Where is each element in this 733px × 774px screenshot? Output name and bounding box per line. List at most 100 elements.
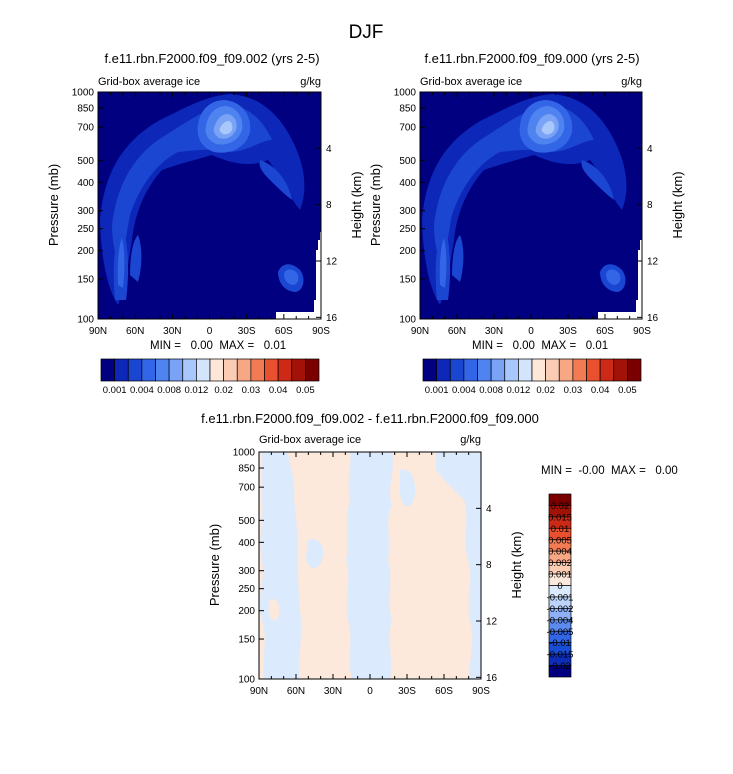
colorbar-swatch	[277, 358, 293, 382]
panel-1-y-right-tick-label: 16	[326, 313, 338, 324]
panel-3-negative-region-north	[260, 452, 302, 679]
colorbar-swatch	[586, 358, 601, 382]
panel-2-y-right-tick-label: 4	[647, 144, 653, 155]
panel-3-y-right-tick-label: 4	[486, 504, 492, 515]
colorbar-swatch	[558, 358, 574, 382]
colorbar-label: 0.05	[618, 385, 637, 396]
panel-1-y-tick-label: 300	[77, 206, 94, 217]
colorbar-swatch	[436, 358, 451, 382]
colorbar-label: 0.004	[130, 385, 154, 396]
panel-3-x-tick-label: 60N	[287, 686, 305, 697]
panel-1-polar-inner	[117, 238, 125, 288]
panel-1-core-4	[219, 121, 233, 135]
panel-3-ylabel-right: Height (km)	[509, 531, 524, 598]
panel-3-y-tick-label: 100	[238, 675, 255, 686]
panel-2-polar-inner	[439, 238, 447, 288]
panel-3-y-right-tick-label: 8	[486, 560, 492, 571]
panel-2-x-tick-label: 90S	[633, 326, 651, 337]
panel-3-y-tick-label: 200	[238, 606, 255, 617]
panel-1-left-label: Grid-box average ice	[98, 76, 200, 88]
panel-3: f.e11.rbn.F2000.f09_f09.002 - f.e11.rbn.…	[201, 411, 678, 697]
panel-3-y-tick-label: 300	[238, 566, 255, 577]
panel-3-x-tick-label: 30S	[398, 686, 416, 697]
panel-1-axes: 90N 60N 30N 0 30S 60S 90S 100 150 200 250 300 400 500…	[72, 88, 338, 338]
panel-2-y-right-tick-label: 16	[647, 313, 659, 324]
panel-3-axes: 90N 60N 30N 0 30S 60S 90S 100 150 200 250 300 400 500…	[233, 448, 498, 698]
panel-2-x-tick-label: 60S	[596, 326, 614, 337]
colorbar-swatch	[114, 358, 129, 382]
colorbar-swatch	[531, 358, 546, 382]
panel-3-y-tick-label: 400	[238, 538, 255, 549]
panel-3-y-tick-label: 850	[238, 464, 255, 475]
colorbar-label: 0.012	[506, 385, 530, 396]
panel-2-y-tick-label: 200	[399, 246, 416, 257]
colorbar-label: -0.002	[547, 604, 574, 615]
panel-1-unit-label: g/kg	[300, 76, 321, 88]
panel-1-y-tick-label: 850	[77, 104, 94, 115]
panel-1-y-right-tick-label: 8	[326, 200, 332, 211]
panel-3-title: f.e11.rbn.F2000.f09_f09.002 - f.e11.rbn.…	[201, 411, 539, 426]
colorbar-swatch	[504, 358, 519, 382]
colorbar-swatch	[613, 358, 628, 382]
colorbar-swatch	[449, 358, 465, 382]
panel-1-x-tick-label: 60N	[126, 326, 144, 337]
colorbar-label: 0.04	[591, 385, 610, 396]
colorbar-label: -0.02	[549, 661, 571, 672]
colorbar-label: 0.01	[551, 524, 570, 535]
panel-3-positive-patch-2	[446, 619, 460, 644]
panel-2-south-low-inner	[606, 269, 621, 285]
colorbar-swatch	[490, 358, 506, 382]
colorbar-label: 0.02	[551, 501, 570, 512]
panel-2-colorbar: 0.001 0.004 0.008 0.012 0.02 0.03 0.04 0.05	[422, 358, 642, 396]
colorbar-label: 0.004	[452, 385, 476, 396]
panel-2-core-4	[541, 121, 555, 135]
colorbar-swatch	[196, 358, 211, 382]
panel-2-ylabel: Pressure (mb)	[368, 164, 383, 246]
panel-2-y-tick-label: 400	[399, 178, 416, 189]
panel-1-minmax: MIN = 0.00 MAX = 0.01	[150, 340, 286, 352]
panel-2-x-tick-label: 90N	[411, 326, 429, 337]
colorbar-label: 0.004	[548, 547, 572, 558]
colorbar-label: 0.001	[548, 570, 572, 581]
panel-2-axes: 90N 60N 30N 0 30S 60S 90S 100 150 200 250 300 400 500…	[394, 88, 659, 338]
panel-3-x-tick-label: 90S	[472, 686, 490, 697]
panel-3-positive-patch-1	[268, 599, 280, 620]
panel-3-x-tick-label: 90N	[250, 686, 268, 697]
panel-1-y-tick-label: 200	[77, 246, 94, 257]
colorbar-label: 0.001	[103, 385, 127, 396]
panel-3-y-tick-label: 150	[238, 635, 255, 646]
panel-3-ylabel: Pressure (mb)	[207, 524, 222, 606]
panel-2-y-tick-label: 850	[399, 104, 416, 115]
panel-2-title: f.e11.rbn.F2000.f09_f09.000 (yrs 2-5)	[424, 51, 639, 66]
panel-1-y-tick-label: 500	[77, 156, 94, 167]
colorbar-label: 0.04	[269, 385, 288, 396]
panel-2: f.e11.rbn.F2000.f09_f09.000 (yrs 2-5) Gr…	[368, 51, 685, 396]
panel-3-negative-region-south	[436, 452, 481, 679]
colorbar-swatch	[477, 358, 492, 382]
panel-1-x-tick-label: 90N	[89, 326, 107, 337]
panel-1-y-tick-label: 250	[77, 224, 94, 235]
panel-2-y-right-tick-label: 8	[647, 200, 653, 211]
colorbar-label: 0	[557, 581, 562, 592]
panel-3-minmax: MIN = -0.00 MAX = 0.00	[541, 465, 678, 477]
colorbar-label: 0.02	[536, 385, 555, 396]
panel-3-y-right-tick-label: 12	[486, 617, 498, 628]
colorbar-label: -0.004	[547, 615, 574, 626]
panel-2-y-right-tick-label: 12	[647, 257, 659, 268]
colorbar-swatch	[572, 358, 587, 382]
panel-2-polar-column-2	[452, 235, 464, 282]
panel-2-y-tick-label: 500	[399, 156, 416, 167]
panel-3-y-tick-label: 500	[238, 516, 255, 527]
colorbar-swatch	[518, 358, 533, 382]
colorbar-label: 0.005	[548, 535, 572, 546]
colorbar-swatch	[264, 358, 279, 382]
panel-3-left-label: Grid-box average ice	[259, 434, 361, 446]
panel-1-x-tick-label: 30S	[238, 326, 256, 337]
panel-3-x-tick-label: 30N	[324, 686, 342, 697]
panel-1: f.e11.rbn.F2000.f09_f09.002 (yrs 2-5) Gr…	[46, 51, 364, 396]
panel-1-south-low-inner	[284, 269, 299, 285]
panel-1-y-tick-label: 700	[77, 123, 94, 134]
panel-3-plot	[259, 452, 481, 679]
panel-2-x-tick-label: 60N	[448, 326, 466, 337]
